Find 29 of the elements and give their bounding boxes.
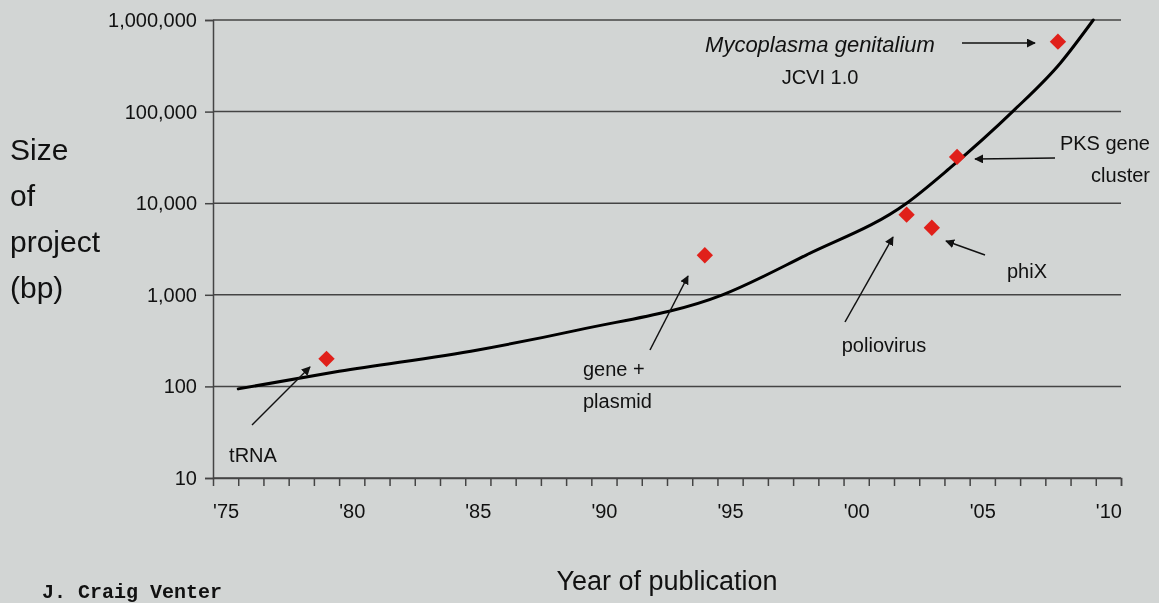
y-axis-title: Size of project (bp)	[10, 133, 101, 304]
annotation: poliovirus	[841, 334, 927, 356]
y-tick-label: 1,000	[146, 283, 197, 306]
annotation: tRNA	[229, 444, 278, 466]
x-tick-label: '95	[717, 500, 744, 523]
point	[948, 148, 966, 166]
x-tick-label: '75	[213, 500, 240, 523]
x-tick-label: '85	[465, 500, 492, 523]
point	[696, 247, 713, 264]
point	[1049, 33, 1067, 50]
point	[923, 219, 940, 236]
y-tick-label: 10	[174, 466, 197, 489]
text: J. Craig Venter	[42, 581, 223, 603]
y-tick-label: 1,000,000	[108, 8, 197, 31]
x-tick-label: '00	[843, 500, 870, 523]
point	[898, 206, 915, 223]
x-tick-label: '05	[969, 500, 996, 523]
y-tick-label: 100	[163, 375, 197, 398]
point	[318, 350, 335, 367]
x-tick-label: '90	[591, 500, 618, 523]
y-tick-label: 10,000	[135, 192, 197, 215]
annotation: Mycoplasma genitalium JCVI 1.0	[705, 32, 935, 88]
annotation: gene + plasmid	[583, 358, 652, 412]
x-tick-label: '10	[1095, 500, 1122, 523]
annotation: PKS gene cluster	[1059, 132, 1151, 186]
x-axis-title: Year of publication	[556, 566, 778, 596]
x-tick-label: '80	[339, 500, 366, 523]
annotation: phiX	[1006, 260, 1048, 282]
y-tick-label: 100,000	[124, 100, 197, 123]
